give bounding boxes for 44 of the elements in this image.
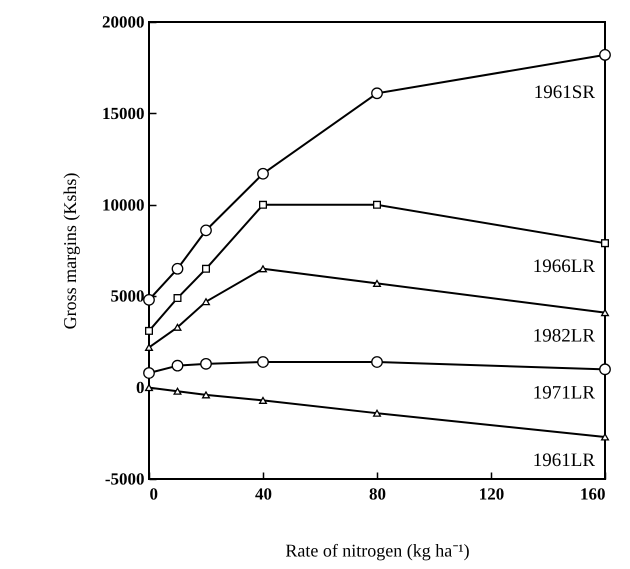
x-tick-label: 120 <box>478 484 504 504</box>
series-label: 1982LR <box>532 326 596 347</box>
series-label: 1971LR <box>532 382 596 404</box>
point <box>173 388 182 395</box>
x-tick-label: 0 <box>150 484 158 504</box>
point <box>202 391 210 398</box>
y-axis-title: Gross margins (Kshs) <box>60 172 80 330</box>
x-tick-label: 40 <box>255 484 272 504</box>
y-tick-label: 5000 <box>110 286 144 306</box>
point <box>371 356 383 368</box>
point <box>143 367 155 379</box>
y-tick-label: 20000 <box>102 12 144 32</box>
x-tick-label: 160 <box>580 484 606 504</box>
point <box>172 262 184 275</box>
x-axis-title: Rate of nitrogen (kg ha⁻¹) <box>285 540 470 560</box>
point <box>172 360 184 372</box>
point <box>258 265 268 272</box>
point <box>200 358 212 370</box>
point <box>372 280 382 287</box>
point <box>599 49 611 61</box>
point <box>257 168 269 180</box>
point <box>600 309 610 316</box>
y-tick-label: 0 <box>136 378 144 398</box>
point <box>257 356 269 368</box>
point <box>372 410 382 417</box>
y-tick-label: 10000 <box>102 195 144 214</box>
point <box>202 298 210 306</box>
point <box>372 200 382 209</box>
point <box>371 87 383 100</box>
point <box>173 294 182 302</box>
x-tick-label: 80 <box>369 484 386 504</box>
y-tick-label: -5000 <box>104 470 144 488</box>
series-label: 1961SR <box>534 82 596 103</box>
point <box>144 326 154 335</box>
point <box>258 396 268 404</box>
point <box>173 324 182 331</box>
point <box>599 363 611 376</box>
point <box>202 264 210 273</box>
point <box>200 224 212 236</box>
point <box>600 239 610 248</box>
series-label: 1961LR <box>532 450 596 471</box>
point <box>258 200 268 209</box>
y-tick-label: 15000 <box>102 104 144 123</box>
series-label: 1966LR <box>532 256 596 278</box>
